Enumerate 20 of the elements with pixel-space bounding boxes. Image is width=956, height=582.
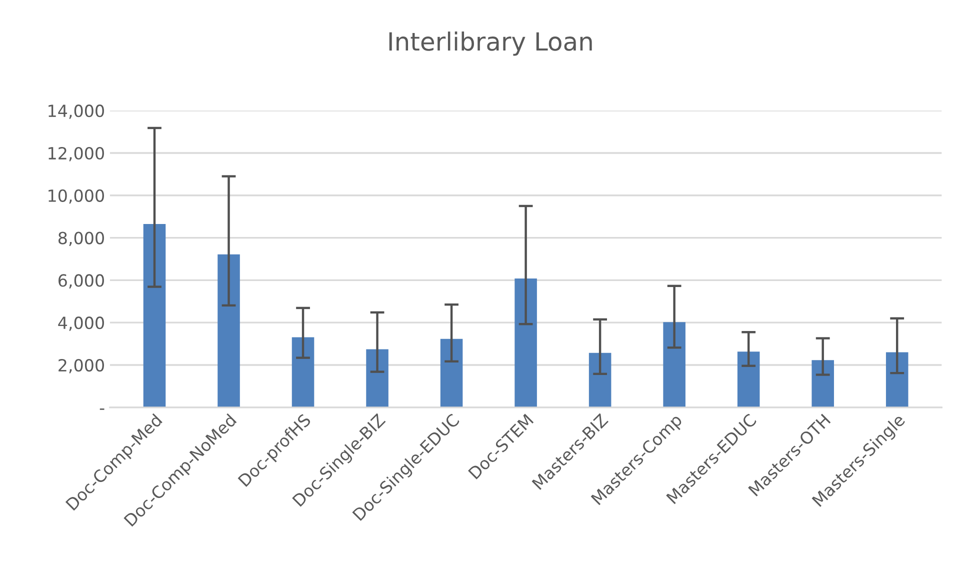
chart-title: Interlibrary Loan [389,32,592,56]
bar [366,349,388,408]
bar [663,322,686,408]
bar [886,352,908,408]
bar [737,352,760,408]
bar [143,224,166,408]
y-tick-label: 4,000 [58,316,104,331]
bar [514,278,537,408]
bar [292,337,314,408]
y-tick-label: 6,000 [58,274,104,288]
bar [812,360,834,408]
bar [218,254,240,408]
y-tick-label: 14,000 [48,104,104,119]
bar [440,338,463,408]
y-tick-label: 8,000 [58,232,104,246]
bar [588,352,612,408]
y-tick-label: 12,000 [48,146,104,162]
y-tick-label: 10,000 [48,189,104,204]
y-tick-label: 2,000 [58,358,104,374]
y-tick-label: - [100,408,104,410]
